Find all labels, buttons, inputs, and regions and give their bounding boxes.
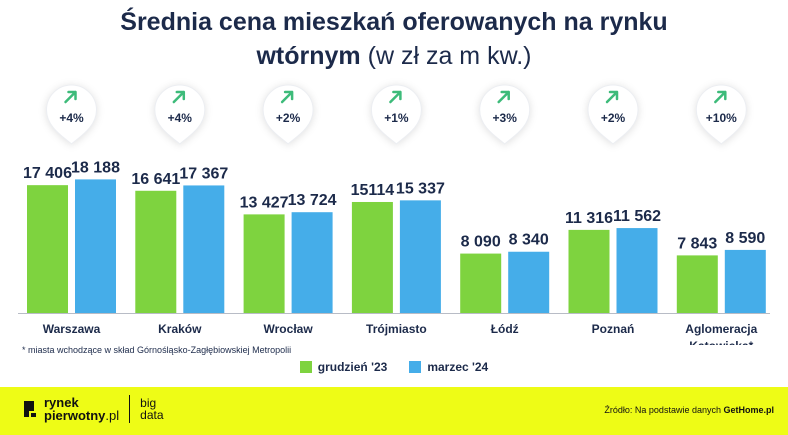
change-bubble-3 [370,84,422,145]
logo-mark-icon [22,399,38,419]
logo-bigdata: big data [140,397,163,421]
footnote: * miasta wchodzące w skład Górnośląsko-Z… [22,345,292,355]
chart-subtitle-bold: wtórnym [256,42,361,70]
data-label-mar-5: 11 562 [613,208,661,225]
arrow-up-right-icon [280,90,294,104]
change-bubble-5 [587,84,639,145]
change-label-0: +4% [59,111,84,125]
change-label-4: +3% [493,111,518,125]
logo-big2: data [140,408,164,422]
source-name: GetHome.pl [723,405,774,415]
change-label-1: +4% [168,111,193,125]
bar-dec-5 [568,229,610,313]
change-bubble-2 [262,84,314,145]
chart-subtitle-rest: (w zł za m kw.) [360,42,532,70]
bar-dec-3 [351,201,393,313]
data-label-mar-3: 15 337 [396,180,445,197]
data-label-dec-4: 8 090 [461,234,501,251]
bar-mar-3 [399,200,441,313]
bar-mar-2 [291,212,333,313]
data-label-dec-1: 16 641 [131,171,180,188]
bar-dec-1 [135,190,177,313]
legend-label-mar: marzec '24 [427,360,489,374]
category-label-5: Poznań [592,322,635,336]
arrow-up-right-icon [172,90,186,104]
change-bubble-4 [479,84,531,145]
logo-line1: rynek [44,395,79,410]
data-label-dec-3: 15114 [351,182,395,199]
logo-line2: pierwotny.pl [44,409,119,422]
change-label-6: +10% [706,111,737,125]
legend-item-dec: grudzień '23 [299,360,388,374]
category-label-4: Łódź [491,322,519,336]
bar-dec-4 [460,253,502,313]
data-label-dec-5: 11 316 [565,210,613,227]
bar-dec-0 [27,185,68,313]
legend-item-mar: marzec '24 [409,360,488,374]
category-label-0: Warszawa [43,322,101,336]
legend-swatch-blue [409,361,422,373]
category-label-6: Aglomeracja [685,322,757,336]
logo-line2a: pierwotny [44,408,106,423]
change-bubble-6 [695,84,747,145]
logo-big1: big [140,396,157,410]
footer-bar: rynek pierwotny.pl big data Źródło: Na p… [0,387,788,435]
bar-mar-1 [183,185,225,313]
bar-mar-6 [724,249,766,313]
logo-text: rynek pierwotny.pl [44,396,119,422]
change-label-2: +2% [276,111,301,125]
logo: rynek pierwotny.pl big data [22,395,164,423]
arrow-up-right-icon [64,90,77,104]
arrow-up-right-icon [605,90,619,104]
bar-chart: 17 406 18 188 Warszawa +4% 16 641 17 367 Krakó… [18,84,770,345]
data-label-dec-6: 7 843 [677,235,717,252]
data-label-mar-6: 8 590 [725,230,765,247]
change-bubble-1 [154,84,206,145]
legend-swatch-green [299,361,312,373]
bar-mar-5 [616,228,658,313]
data-label-dec-2: 13 427 [240,194,289,211]
data-label-mar-2: 13 724 [288,192,337,209]
legend: grudzień '23 marzec '24 [0,360,788,374]
bar-mar-4 [508,251,550,313]
legend-label-dec: grudzień '23 [317,360,388,374]
arrow-up-right-icon [497,90,510,104]
bar-mar-0 [75,179,116,313]
category-label-2: Wrocław [264,322,314,336]
category-label-1: Kraków [158,322,202,336]
chart-subtitle: wtórnym (w zł za m kw.) [0,42,788,71]
source-note: Źródło: Na podstawie danych GetHome.pl [604,405,774,415]
logo-divider [129,395,131,423]
category-label-3: Trójmiasto [366,322,427,336]
bar-dec-6 [676,255,718,313]
data-label-dec-0: 17 406 [23,165,72,182]
source-prefix: Źródło: Na podstawie danych [604,405,724,415]
change-bubble-0 [45,84,98,145]
data-label-mar-0: 18 188 [71,159,120,176]
arrow-up-right-icon [714,90,727,104]
category-label-6-line2: Katowicka* [689,339,753,345]
data-label-mar-1: 17 367 [179,165,228,182]
bar-dec-2 [243,214,285,313]
chart-title: Średnia cena mieszkań oferowanych na ryn… [120,8,668,36]
change-label-3: +1% [384,111,409,125]
data-label-mar-4: 8 340 [509,232,549,249]
arrow-up-right-icon [389,90,402,104]
change-label-5: +2% [601,111,626,125]
logo-line2b: .pl [105,408,120,423]
